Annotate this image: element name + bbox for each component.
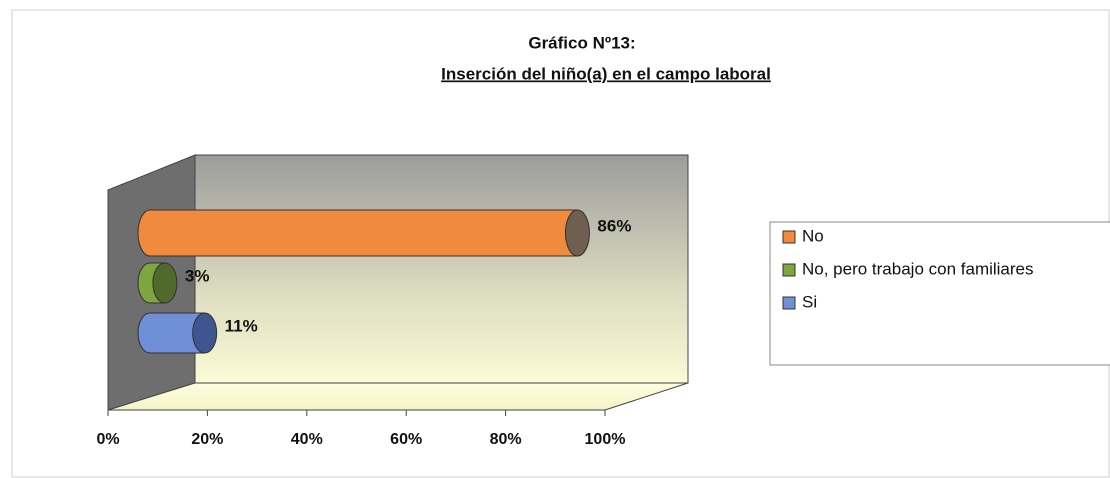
bar-cap (152, 262, 178, 304)
legend-swatch (782, 263, 796, 277)
bar-cap (192, 312, 218, 354)
data-label: 3% (185, 266, 210, 285)
x-tick-label: 60% (390, 431, 422, 448)
x-tick-label: 0% (96, 431, 119, 448)
legend-swatch (782, 296, 796, 310)
x-tick-label: 20% (191, 431, 223, 448)
legend-swatch (782, 230, 796, 244)
data-label: 86% (597, 216, 631, 235)
chart-title: Gráfico Nº13: (528, 33, 635, 52)
data-label: 11% (225, 316, 258, 335)
bar (137, 209, 578, 257)
legend-label: Si (802, 292, 817, 311)
x-tick-label: 40% (291, 431, 323, 448)
bar-cap (564, 209, 590, 257)
legend-label: No, pero trabajo con familiares (802, 259, 1034, 278)
legend (769, 221, 1110, 366)
x-tick-label: 80% (490, 431, 522, 448)
chart-subtitle: Inserción del niño(a) en el campo labora… (441, 64, 771, 83)
floor (107, 382, 689, 411)
bar (137, 312, 206, 354)
back-wall (194, 154, 689, 384)
x-tick-label: 100% (585, 431, 626, 448)
legend-label: No (802, 226, 824, 245)
